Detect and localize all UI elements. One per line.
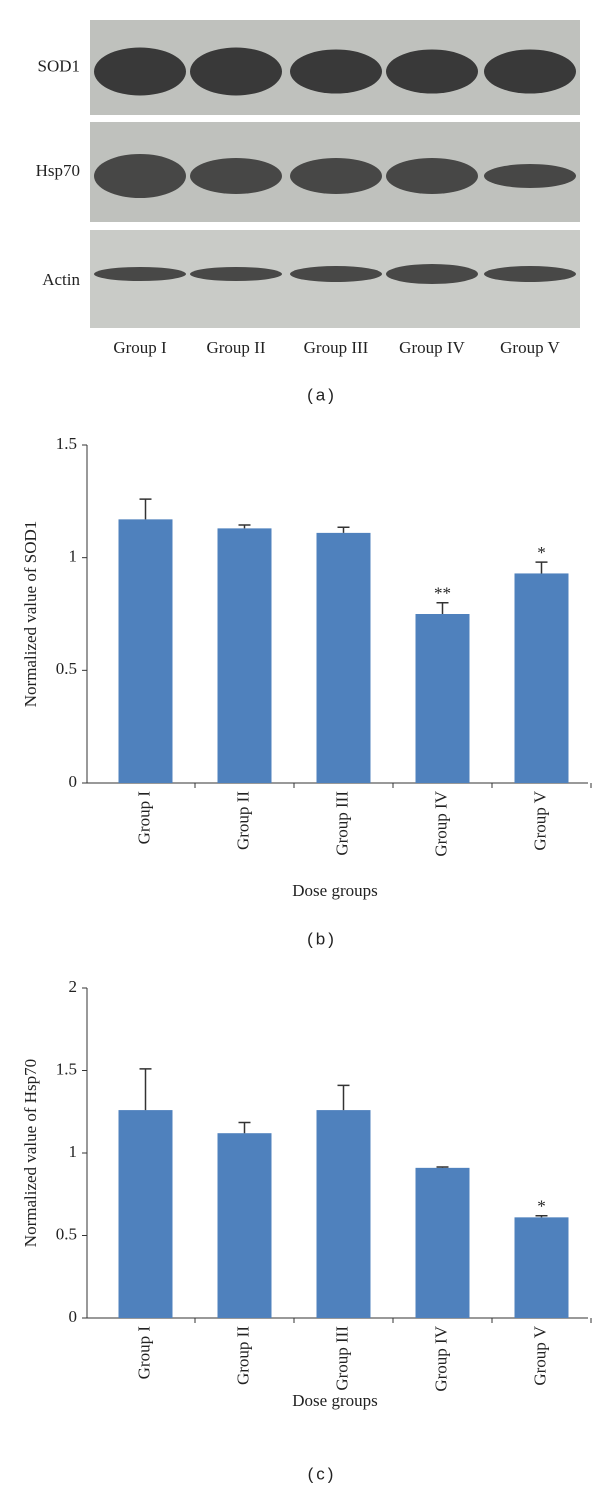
y-tick-label: 1.5 xyxy=(56,1059,77,1078)
blot-band xyxy=(484,266,576,282)
x-tick-label: Group I xyxy=(134,791,153,845)
error-bar xyxy=(139,1068,152,1111)
bar xyxy=(514,573,569,783)
bar xyxy=(217,1133,272,1318)
significance-label: * xyxy=(537,1197,546,1216)
y-tick-label: 0 xyxy=(69,1307,78,1326)
error-bar xyxy=(535,1214,548,1218)
y-tick-label: 2 xyxy=(69,977,78,996)
blot-band xyxy=(484,164,576,188)
x-axis-title: Dose groups xyxy=(292,1391,377,1410)
lane-label: Group III xyxy=(304,338,369,357)
significance-label: * xyxy=(537,543,546,562)
blot-band xyxy=(484,49,576,94)
error-bar xyxy=(139,498,152,520)
row-label: Actin xyxy=(42,270,80,289)
x-tick-label: Group I xyxy=(134,1326,153,1380)
blot-band xyxy=(386,264,478,284)
blot-band xyxy=(290,158,382,194)
blot-band xyxy=(94,267,186,281)
x-tick-label: Group IV xyxy=(431,790,450,856)
x-tick-label: Group III xyxy=(332,791,351,856)
error-bar xyxy=(535,561,548,574)
blot-band xyxy=(190,47,282,96)
y-tick-label: 1 xyxy=(69,1142,78,1161)
bar xyxy=(118,1110,173,1318)
bar xyxy=(514,1217,569,1318)
y-axis-title: Normalized value of SOD1 xyxy=(21,521,40,707)
lane-label: Group IV xyxy=(399,338,465,357)
x-tick-label: Group V xyxy=(530,790,549,850)
y-tick-label: 0.5 xyxy=(56,659,77,678)
blot-band xyxy=(94,47,186,96)
error-bar xyxy=(337,1084,350,1111)
bar xyxy=(118,519,173,783)
lane-label: Group II xyxy=(206,338,265,357)
y-tick-label: 0.5 xyxy=(56,1224,77,1243)
x-tick-label: Group II xyxy=(233,791,252,850)
y-tick-label: 0 xyxy=(69,772,78,791)
blot-band xyxy=(386,49,478,94)
row-label: SOD1 xyxy=(37,56,80,75)
caption: (c) xyxy=(308,1464,337,1483)
error-bar xyxy=(436,1166,449,1168)
bar xyxy=(415,614,470,783)
error-bar xyxy=(436,601,449,614)
caption: (b) xyxy=(307,929,337,948)
x-tick-label: Group III xyxy=(332,1326,351,1391)
bar xyxy=(316,532,371,783)
bar xyxy=(217,528,272,783)
lane-label: Group V xyxy=(500,338,560,357)
x-axis-title: Dose groups xyxy=(292,881,377,900)
lane-label: Group I xyxy=(113,338,167,357)
error-bar xyxy=(238,1121,251,1134)
x-tick-label: Group II xyxy=(233,1326,252,1385)
bar xyxy=(415,1167,470,1318)
x-tick-label: Group IV xyxy=(431,1325,450,1391)
blot-band xyxy=(290,49,382,94)
bar xyxy=(316,1110,371,1318)
y-tick-label: 1 xyxy=(69,547,78,566)
error-bar xyxy=(337,526,350,533)
western-blot xyxy=(90,20,580,328)
blot-band xyxy=(386,158,478,194)
blot-band xyxy=(190,267,282,281)
row-label: Hsp70 xyxy=(36,161,80,180)
x-tick-label: Group V xyxy=(530,1325,549,1385)
y-axis-title: Normalized value of Hsp70 xyxy=(21,1059,40,1247)
caption: (a) xyxy=(307,385,337,404)
error-bar xyxy=(238,524,251,529)
y-tick-label: 1.5 xyxy=(56,434,77,453)
blot-band xyxy=(94,154,186,198)
significance-label: ** xyxy=(434,584,451,603)
blot-band xyxy=(290,266,382,282)
blot-band xyxy=(190,158,282,194)
